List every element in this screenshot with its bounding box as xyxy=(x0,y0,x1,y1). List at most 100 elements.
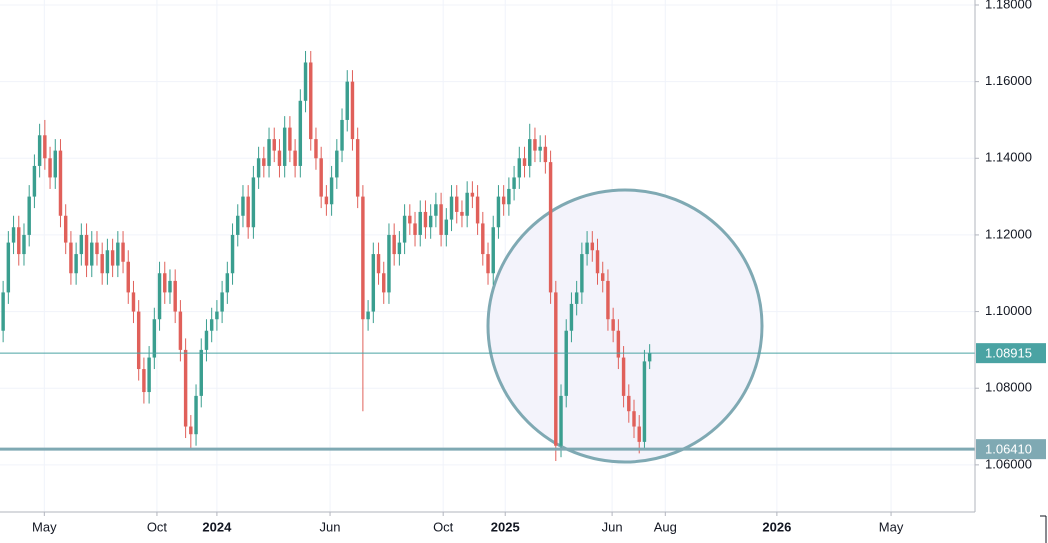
candle-body xyxy=(329,177,334,205)
y-tick-label: 1.08000 xyxy=(985,380,1032,395)
x-tick-label: May xyxy=(32,519,57,534)
candle-body xyxy=(204,330,209,350)
candle-body xyxy=(288,127,292,151)
candle-body xyxy=(413,223,417,235)
candle-body xyxy=(251,177,256,228)
candle-body xyxy=(298,100,303,166)
candle-body xyxy=(121,242,125,262)
candle-body xyxy=(538,146,542,151)
candle-body xyxy=(340,119,344,151)
candle-body xyxy=(548,162,553,293)
candle-body xyxy=(496,196,501,228)
candle-body xyxy=(178,311,183,350)
candle-body xyxy=(272,139,276,151)
candle-body xyxy=(554,292,558,446)
candle-body xyxy=(439,204,443,235)
candle-body xyxy=(355,139,360,197)
candle-body xyxy=(74,254,78,274)
candle-body xyxy=(152,319,157,358)
x-tick-label: Jun xyxy=(320,519,341,534)
y-tick-label: 1.16000 xyxy=(985,73,1032,88)
x-tick-label: 2026 xyxy=(762,519,791,534)
x-tick-label: May xyxy=(879,519,904,534)
price-label: 1.08915 xyxy=(985,346,1032,361)
x-tick-label: 2024 xyxy=(202,519,232,534)
candle-body xyxy=(58,150,63,216)
candle-body xyxy=(53,150,57,178)
candle-body xyxy=(402,215,407,243)
candle-body xyxy=(528,139,532,166)
candle-body xyxy=(647,353,652,362)
candle-body xyxy=(564,330,568,396)
candle-body xyxy=(157,273,162,320)
candle-body xyxy=(486,254,490,274)
candle-body xyxy=(293,150,297,166)
candle-body xyxy=(90,242,94,266)
candle-body xyxy=(517,158,522,178)
candle-body xyxy=(11,227,16,243)
candle-body xyxy=(277,150,282,166)
candle-body xyxy=(173,280,177,312)
candle-body xyxy=(423,211,428,228)
candle-body xyxy=(559,395,563,446)
candle-body xyxy=(465,192,469,216)
candles xyxy=(0,50,975,462)
candle-body xyxy=(262,158,266,166)
candle-body xyxy=(309,62,313,140)
candle-body xyxy=(595,250,600,274)
candle-body xyxy=(63,215,68,243)
candle-body xyxy=(105,250,110,274)
corner-mark xyxy=(1040,515,1047,543)
y-tick-label: 1.06000 xyxy=(985,456,1032,471)
candle-body xyxy=(470,192,475,197)
candle-body xyxy=(225,273,230,293)
candle-body xyxy=(230,234,235,274)
y-tick-label: 1.14000 xyxy=(985,150,1032,165)
candle-body xyxy=(475,196,480,224)
y-tick-label: 1.18000 xyxy=(985,0,1032,11)
candle-body xyxy=(382,273,386,293)
candle-body xyxy=(611,319,615,331)
candle-body xyxy=(209,319,214,331)
candle-body xyxy=(194,395,198,435)
candle-body xyxy=(606,280,610,320)
candle-body xyxy=(387,234,391,293)
candle-body xyxy=(183,349,188,427)
x-tick-label: Jun xyxy=(602,519,623,534)
candle-body xyxy=(627,395,631,412)
candle-body xyxy=(345,81,349,120)
candle-body xyxy=(215,311,219,320)
candle-body xyxy=(376,254,381,274)
candle-body xyxy=(522,158,527,166)
candle-body xyxy=(126,261,130,293)
candle-body xyxy=(282,127,287,166)
x-tick-label: Aug xyxy=(654,519,677,534)
candle-body xyxy=(319,158,323,197)
candle-body xyxy=(392,234,396,255)
candle-body xyxy=(642,361,647,442)
candle-body xyxy=(621,357,626,396)
candle-body xyxy=(168,280,172,293)
candle-body xyxy=(116,242,120,266)
candle-body xyxy=(37,135,42,166)
candle-body xyxy=(189,426,193,435)
price-label: 1.06410 xyxy=(985,442,1032,457)
candle-body xyxy=(371,254,376,312)
candle-body xyxy=(6,242,11,293)
candle-body xyxy=(574,292,579,304)
candle-body xyxy=(449,196,454,220)
candle-body xyxy=(590,242,595,251)
price-label-box xyxy=(976,343,1046,364)
x-tick-label: 2025 xyxy=(491,519,520,534)
candle-body xyxy=(267,139,271,166)
candle-body xyxy=(27,196,31,235)
candle-body xyxy=(100,254,104,274)
candle-body xyxy=(361,196,365,320)
candle-body xyxy=(434,204,438,216)
candle-body xyxy=(17,227,21,255)
candle-body xyxy=(79,234,84,255)
candle-body xyxy=(335,150,339,178)
candle-body xyxy=(110,250,115,266)
candle-body xyxy=(444,219,449,235)
